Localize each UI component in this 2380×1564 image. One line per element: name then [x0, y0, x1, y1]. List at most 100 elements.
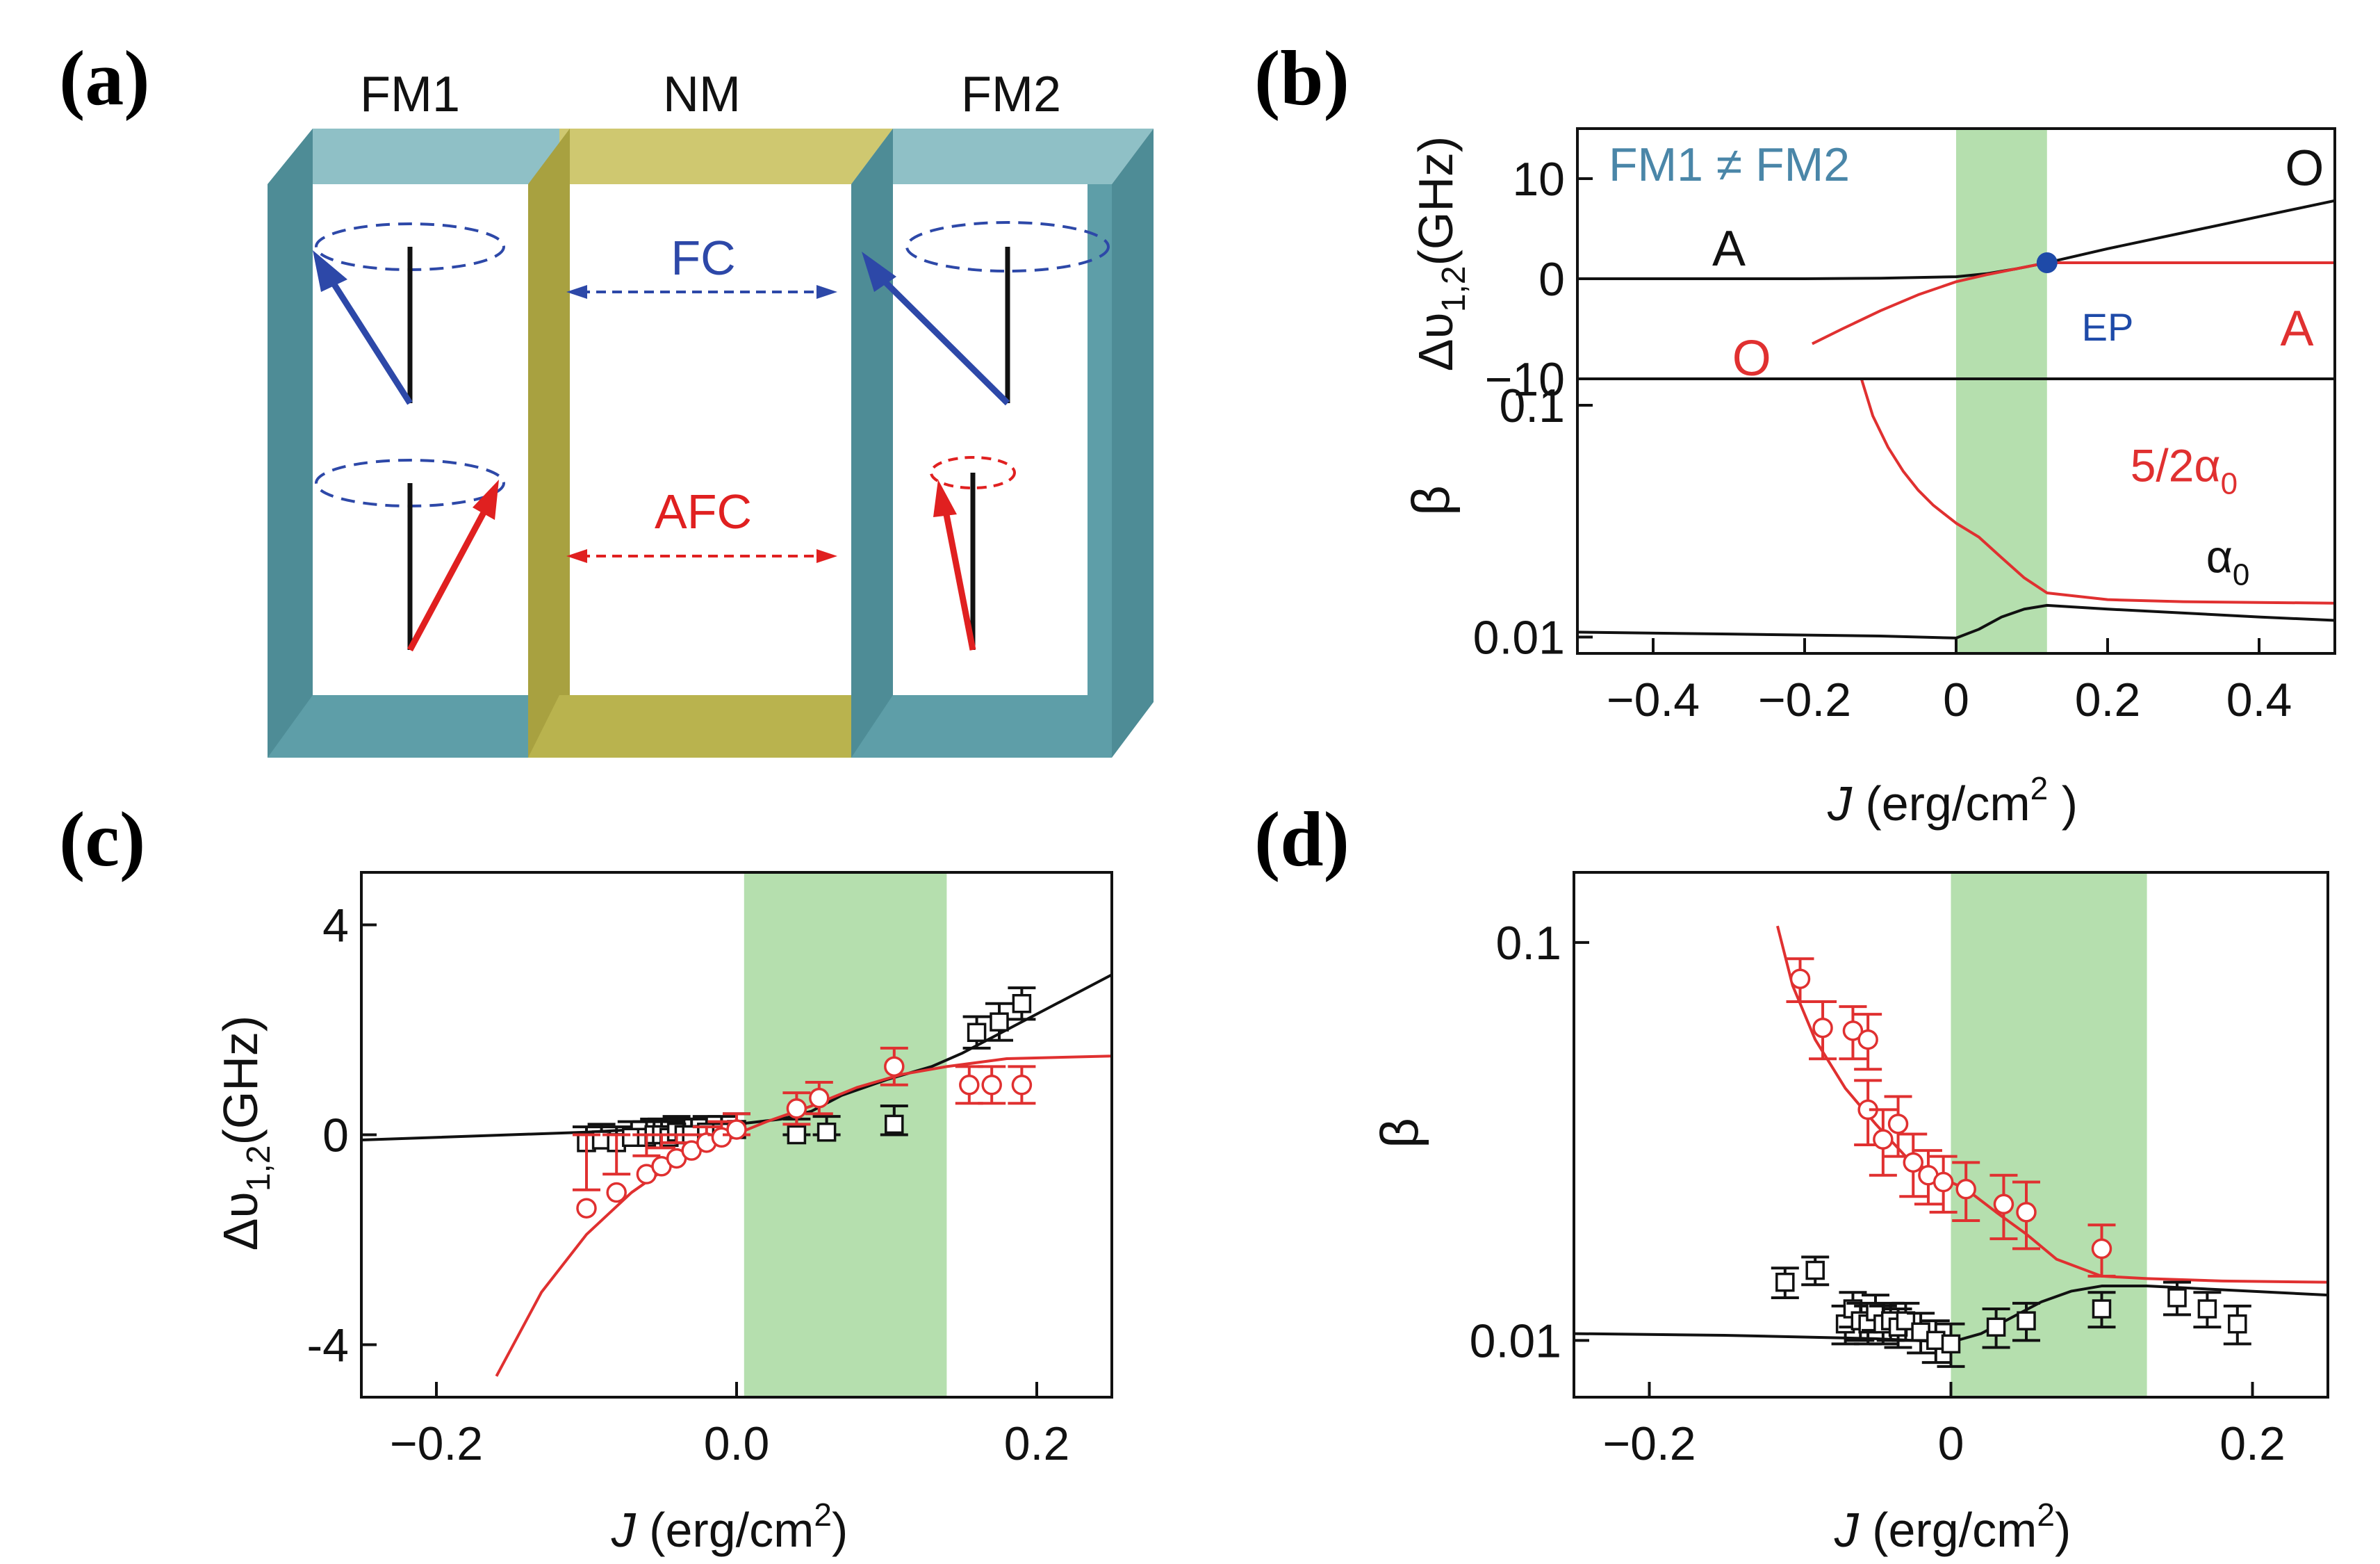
d-red-data-point: [1932, 1171, 1954, 1193]
d-red-data-point: [1955, 1178, 1976, 1200]
fm1-spin-top: [313, 222, 505, 405]
b-top-ytick-label: 0: [1538, 253, 1565, 306]
b-top-annotation: O: [2285, 141, 2324, 197]
b-top-ylabel: Δυ1,2(GHz): [1409, 136, 1472, 371]
d-ylabel: β: [1370, 1118, 1429, 1148]
d-black-data-point: [1986, 1317, 2006, 1337]
c-red-data-point: [576, 1198, 597, 1219]
chart-c-frequency-data: 4 0 -4 −0.2 0.0 0.2 Δυ1,2(GHz) J (erg/cm2): [213, 871, 1113, 1557]
panel-label-a: (a): [59, 35, 150, 122]
b-top-ytick-label: −10: [1485, 353, 1565, 406]
d-shaded-region: [1951, 872, 2147, 1397]
b-bottom-ytick-label: 0.1: [1499, 380, 1565, 432]
c-ytick-label: 4: [322, 899, 349, 952]
d-red-data-point: [1993, 1194, 2014, 1215]
d-black-data-point: [1775, 1272, 1795, 1292]
b-bottom-xlabel: J (erg/cm2 ): [1827, 770, 2078, 831]
c-black-data-point: [1012, 994, 1032, 1013]
d-red-data-point: [1842, 1020, 1864, 1041]
b-bottom-xtick-label: 0.4: [2226, 674, 2292, 726]
c-red-data-point: [884, 1056, 905, 1077]
d-xlabel: J (erg/cm2): [1834, 1497, 2071, 1557]
schematic-panel: FM1 NM FM2 FC: [268, 67, 1154, 758]
d-red-data-point: [1857, 1029, 1878, 1050]
c-black-data-point: [967, 1023, 987, 1043]
d-xtick-label: 0.2: [2219, 1417, 2285, 1470]
panel-label-d: (d): [1254, 797, 1349, 883]
b-bottom-ytick-label: 0.01: [1473, 611, 1565, 664]
afc-coupling-arrow: AFC: [566, 484, 837, 563]
c-ylabel: Δυ1,2(GHz): [213, 1016, 277, 1251]
b-top-annotation: A: [2280, 301, 2313, 357]
b-bottom-annotation: 5/2α0: [2131, 439, 2238, 500]
c-red-data-point: [981, 1075, 1002, 1095]
nm-layer: [528, 129, 893, 758]
b-bottom-black-line: [1577, 603, 2336, 640]
arrow-head-icon: [933, 480, 957, 517]
b-top-shaded-region: [1956, 129, 2047, 379]
c-black-data-point: [816, 1122, 837, 1142]
b-bottom-xtick-label: −0.4: [1607, 674, 1700, 726]
d-red-data-point: [1789, 968, 1811, 989]
b-bottom-xtick-label: −0.2: [1758, 674, 1851, 726]
b-top-annotation: EP: [2082, 305, 2134, 349]
c-red-data-point: [606, 1182, 627, 1203]
d-black-data-point: [1941, 1334, 1961, 1354]
c-xtick-label: 0.0: [704, 1417, 770, 1470]
d-ytick-label: 0.1: [1495, 917, 1561, 970]
b-bottom-red-line: [1860, 378, 2336, 605]
fc-coupling-arrow: FC: [566, 231, 837, 299]
c-black-data-point: [990, 1012, 1009, 1032]
c-red-data-point: [1011, 1075, 1033, 1095]
panel-label-c: (c): [59, 797, 145, 883]
d-black-data-point: [2017, 1311, 2036, 1330]
fm2-spin-bottom: [930, 456, 1016, 651]
c-xtick-label: 0.2: [1004, 1417, 1070, 1470]
d-black-data-point: [2197, 1299, 2217, 1319]
fm1-interior: [313, 184, 528, 695]
d-black-data-point: [1805, 1260, 1825, 1280]
b-top-red-line: [1812, 261, 2335, 345]
fm2-spin-top: [862, 221, 1110, 406]
b-top-ytick-label: 10: [1512, 153, 1565, 206]
d-black-data-point: [2228, 1314, 2247, 1334]
b-bottom-xtick-label: 0: [1943, 674, 1969, 726]
b-bottom-xtick-label: 0.2: [2075, 674, 2141, 726]
d-ytick-label: 0.01: [1470, 1314, 1561, 1367]
d-xtick-label: −0.2: [1602, 1417, 1696, 1470]
d-red-data-point: [2091, 1238, 2112, 1260]
afc-label: AFC: [655, 484, 752, 539]
b-top-annotation: A: [1712, 221, 1746, 277]
d-red-data-point: [1887, 1114, 1909, 1134]
d-xtick-label: 0: [1938, 1417, 1964, 1470]
fc-label: FC: [671, 231, 735, 285]
chart-b-damping: 0.1 0.01 −0.4 −0.2 0 0.2 0.4 β J (erg/cm2 ) 5/2α0…: [1402, 377, 2336, 831]
nm-label: NM: [663, 67, 741, 122]
d-red-data-point: [1903, 1152, 1923, 1173]
d-red-data-point: [1812, 1017, 1833, 1038]
b-top-title: FM1 ≠ FM2: [1609, 138, 1850, 191]
arrow-head-icon: [862, 252, 896, 292]
chart-d-damping-data: 0.1 0.01 −0.2 0 0.2 β J (erg/cm2): [1370, 871, 2329, 1557]
c-xtick-label: −0.2: [390, 1417, 483, 1470]
d-red-data-point: [1873, 1129, 1894, 1150]
c-shaded-region: [744, 872, 947, 1397]
c-black-data-point: [787, 1125, 807, 1145]
c-red-data-point: [726, 1119, 747, 1140]
d-red-data-point: [2016, 1202, 2037, 1223]
fm1-label: FM1: [360, 67, 460, 122]
fm2-label: FM2: [961, 67, 1061, 122]
c-black-data-point: [885, 1114, 904, 1134]
b-top-ep-point: [2036, 252, 2058, 273]
c-red-data-point: [786, 1098, 807, 1119]
d-black-data-point: [2092, 1299, 2112, 1319]
c-red-data-point: [959, 1075, 980, 1095]
arrow-head-icon: [473, 480, 499, 520]
c-xlabel: J (erg/cm2): [611, 1497, 848, 1557]
fm1-spin-bottom: [315, 459, 505, 652]
c-ytick-label: -4: [307, 1319, 349, 1372]
c-red-data-point: [809, 1087, 830, 1109]
arrow-head-icon: [313, 250, 347, 292]
